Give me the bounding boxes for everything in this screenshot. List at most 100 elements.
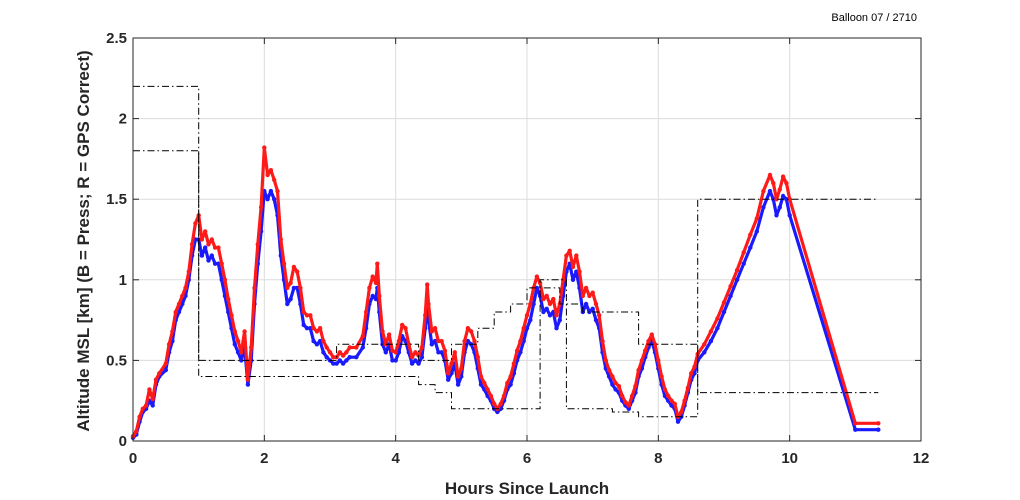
data-point [340, 353, 346, 358]
data-point [876, 421, 881, 426]
data-point [245, 382, 251, 387]
data-point [748, 245, 753, 250]
data-point [478, 382, 484, 387]
data-point [465, 338, 471, 344]
data-point [377, 293, 382, 299]
data-point [715, 326, 720, 331]
data-point [170, 329, 175, 334]
data-point [199, 253, 205, 258]
data-point [771, 180, 776, 186]
data-point [390, 348, 395, 353]
data-point [656, 358, 661, 363]
data-point [492, 401, 497, 407]
data-point [606, 367, 612, 373]
data-point [544, 306, 549, 311]
data-point [570, 277, 576, 282]
corner-label: Balloon 07 / 2710 [831, 12, 917, 24]
data-point [488, 393, 494, 399]
data-point [777, 205, 782, 210]
data-point [203, 229, 208, 234]
data-point [150, 396, 155, 402]
data-point [649, 332, 654, 337]
data-point [590, 306, 595, 311]
data-point [721, 300, 727, 305]
data-point [413, 350, 418, 355]
data-point [616, 384, 622, 389]
x-tick-label: 10 [781, 450, 798, 467]
data-point [386, 332, 392, 337]
data-point [853, 421, 858, 426]
data-point [613, 387, 618, 392]
x-tick-label: 12 [913, 450, 930, 467]
data-point [396, 338, 402, 344]
data-point [666, 393, 671, 399]
data-point [442, 348, 448, 353]
data-point [780, 174, 786, 179]
data-point [163, 367, 168, 373]
data-point [679, 409, 684, 415]
x-tick-label: 4 [391, 450, 400, 467]
data-point [761, 188, 766, 194]
data-point [570, 264, 576, 270]
data-point [423, 313, 428, 318]
data-point [347, 355, 352, 360]
data-point [452, 350, 457, 355]
data-point [193, 221, 198, 226]
data-point [206, 242, 211, 247]
data-point [363, 309, 369, 315]
data-point [239, 350, 244, 355]
data-point [344, 358, 349, 363]
x-tick-label: 0 [129, 450, 137, 467]
data-point [304, 313, 310, 318]
data-point [295, 285, 300, 291]
data-point [593, 317, 599, 323]
data-point [419, 355, 425, 360]
data-point [521, 338, 526, 344]
data-point [275, 188, 280, 194]
data-point [235, 338, 241, 344]
data-point [787, 213, 792, 218]
x-tick-label: 6 [523, 450, 531, 467]
y-tick-label: 2 [119, 111, 127, 128]
data-point [360, 334, 365, 339]
data-point [272, 177, 277, 183]
data-point [262, 145, 267, 150]
data-point [288, 296, 293, 302]
data-point [176, 309, 182, 315]
data-point [180, 293, 185, 299]
data-point [636, 367, 641, 373]
y-tick-label: 1.5 [106, 191, 127, 208]
data-point [232, 329, 237, 334]
x-tick-label: 2 [260, 450, 268, 467]
data-point [587, 293, 592, 299]
data-point [472, 338, 477, 344]
data-point [140, 406, 145, 411]
data-point [157, 371, 162, 376]
data-point [449, 371, 454, 376]
data-point [524, 313, 530, 318]
data-point [583, 285, 589, 291]
data-point [597, 313, 602, 318]
data-point [255, 242, 260, 247]
data-point [787, 197, 792, 202]
data-point [370, 293, 375, 299]
data-point [216, 245, 221, 250]
data-point [150, 403, 155, 408]
data-point [209, 237, 214, 242]
data-point [669, 398, 674, 403]
data-point [337, 358, 343, 363]
data-point [340, 361, 346, 366]
data-point [137, 414, 142, 419]
data-point [537, 280, 543, 286]
data-point [268, 188, 274, 194]
data-point [600, 338, 605, 344]
data-point [406, 342, 411, 347]
data-point [446, 377, 451, 382]
data-point [314, 342, 320, 347]
data-point [314, 329, 320, 334]
data-point [511, 361, 517, 366]
data-point [626, 403, 631, 408]
data-point [501, 393, 507, 399]
data-point [541, 296, 546, 302]
data-point [321, 350, 326, 355]
